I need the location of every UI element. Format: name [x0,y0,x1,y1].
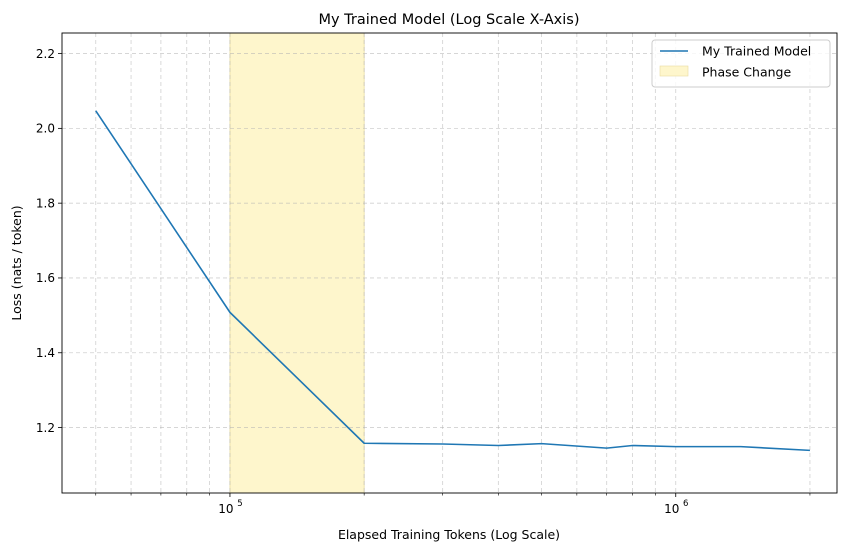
y-axis-ticks: 1.2 1.4 1.6 1.8 2.0 2.2 [36,47,62,435]
x-axis-ticks: 10 5 10 6 [95,493,811,516]
legend-patch-swatch [659,65,689,77]
legend-label-phase: Phase Change [702,65,791,80]
legend-box [651,39,831,88]
chart-title: My Trained Model (Log Scale X-Axis) [318,12,579,28]
y-axis-label: Loss (nats / token) [9,205,24,320]
x-tick-label: 10 [218,502,233,516]
x-tick-label-exponent: 6 [683,499,688,509]
y-tick-label: 1.6 [36,271,55,285]
y-tick-label: 1.2 [36,421,55,435]
y-tick-label: 2.0 [36,122,55,136]
grid-layer [62,33,837,493]
phase-change-span [229,33,365,493]
y-tick-label: 2.2 [36,47,55,61]
x-tick-label: 10 [664,502,679,516]
span-layer [229,33,365,493]
legend: My Trained Model Phase Change [651,39,831,88]
plot-frame [61,32,838,494]
series-layer [95,110,810,452]
series-line [95,110,810,452]
x-axis-label: Elapsed Training Tokens (Log Scale) [338,527,560,542]
y-tick-label: 1.4 [36,346,55,360]
y-tick-label: 1.8 [36,196,55,210]
legend-label-model: My Trained Model [702,44,811,59]
x-tick-label-exponent: 5 [237,499,242,509]
